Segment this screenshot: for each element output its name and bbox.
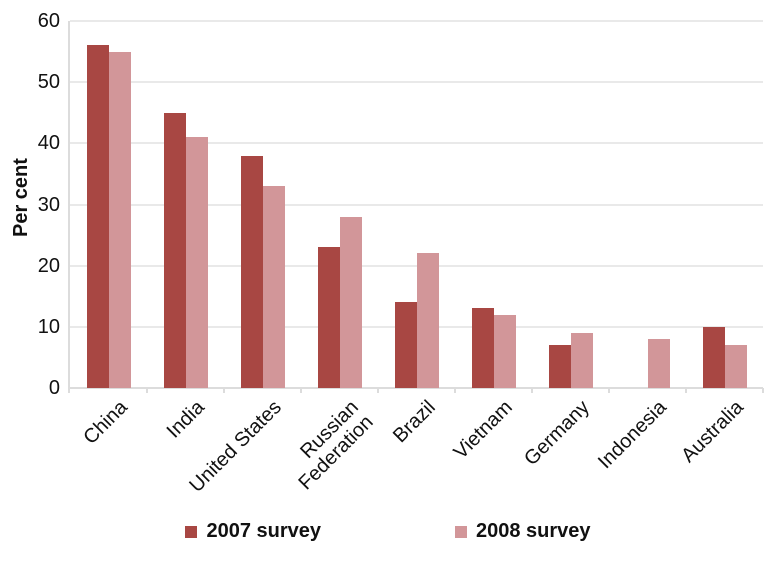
x-axis-tick [223, 388, 225, 393]
bar-2008-russian-federation [339, 216, 362, 388]
gridline [70, 20, 763, 22]
legend-item: 2008 survey [455, 520, 591, 543]
legend-item: 2007 survey [185, 520, 321, 543]
bar-2007-united-states [240, 155, 263, 388]
bar-2007-australia [702, 326, 725, 388]
bar-2008-germany [570, 332, 593, 388]
x-axis-tick [685, 388, 687, 393]
y-tick-label: 40 [37, 132, 60, 155]
bar-2008-united-states [262, 186, 285, 388]
x-axis-tick [762, 388, 764, 393]
legend-swatch-icon [455, 525, 467, 538]
bar-2008-vietnam [493, 314, 516, 388]
bar-2007-germany [548, 345, 571, 388]
x-axis-tick [146, 388, 148, 393]
bar-2007-brazil [394, 302, 417, 388]
bar-2007-vietnam [471, 308, 494, 388]
x-axis-line [68, 387, 763, 389]
bar-2008-australia [724, 345, 747, 388]
y-tick-label: 60 [37, 10, 60, 32]
x-axis-tick [608, 388, 610, 393]
legend-swatch-icon [185, 525, 198, 538]
bar-2008-india [185, 137, 208, 388]
bar-2007-china [86, 45, 109, 388]
y-tick-label: 10 [37, 315, 60, 338]
gridline [70, 142, 763, 145]
x-axis-tick [531, 388, 533, 393]
gridline [70, 81, 763, 84]
legend-label: 2007 survey [206, 520, 321, 542]
y-tick-label: 0 [48, 377, 60, 399]
x-category-label: China [78, 396, 132, 449]
legend-label: 2008 survey [476, 520, 591, 542]
bar-2007-india [163, 112, 186, 388]
bar-2008-china [108, 51, 131, 388]
x-category-label: Vietnam [449, 396, 517, 464]
x-axis-tick [377, 388, 379, 393]
x-category-label: Germany [519, 396, 594, 471]
x-category-label: India [162, 396, 209, 443]
x-axis-tick [300, 388, 302, 393]
x-category-label: Australia [676, 396, 748, 467]
x-axis-tick [454, 388, 456, 393]
y-tick-label: 50 [37, 71, 60, 94]
x-category-label: Brazil [388, 396, 440, 448]
gridline [70, 203, 763, 206]
y-tick-label: 30 [37, 193, 60, 216]
y-axis-line [68, 21, 70, 393]
bar-2007-russian-federation [317, 247, 340, 388]
legend: 2007 survey 2008 survey [0, 520, 776, 543]
bar-2008-indonesia [647, 339, 670, 388]
x-category-label: Russian Federation [294, 396, 378, 495]
y-tick-label: 20 [37, 254, 60, 277]
bar-2008-brazil [416, 253, 439, 388]
x-category-label: Indonesia [593, 396, 671, 474]
